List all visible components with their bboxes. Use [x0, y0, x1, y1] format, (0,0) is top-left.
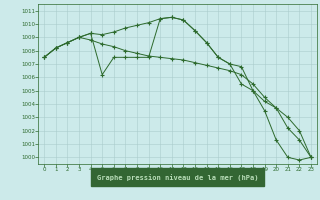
X-axis label: Graphe pression niveau de la mer (hPa): Graphe pression niveau de la mer (hPa)	[97, 174, 258, 181]
